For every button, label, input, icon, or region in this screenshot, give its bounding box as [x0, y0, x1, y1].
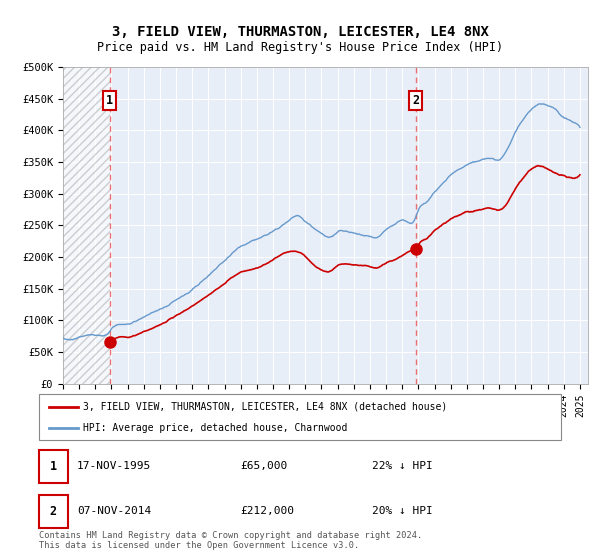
Text: 2: 2 — [50, 505, 57, 518]
FancyBboxPatch shape — [39, 394, 561, 440]
Text: 07-NOV-2014: 07-NOV-2014 — [77, 506, 151, 516]
Text: 22% ↓ HPI: 22% ↓ HPI — [372, 461, 433, 472]
Text: 1: 1 — [106, 94, 113, 107]
Text: Contains HM Land Registry data © Crown copyright and database right 2024.
This d: Contains HM Land Registry data © Crown c… — [39, 531, 422, 550]
Text: 3, FIELD VIEW, THURMASTON, LEICESTER, LE4 8NX (detached house): 3, FIELD VIEW, THURMASTON, LEICESTER, LE… — [83, 402, 448, 412]
Text: 1: 1 — [50, 460, 57, 473]
Text: Price paid vs. HM Land Registry's House Price Index (HPI): Price paid vs. HM Land Registry's House … — [97, 41, 503, 54]
Text: 17-NOV-1995: 17-NOV-1995 — [77, 461, 151, 472]
Text: HPI: Average price, detached house, Charnwood: HPI: Average price, detached house, Char… — [83, 423, 348, 433]
Bar — [63, 67, 110, 384]
Text: 3, FIELD VIEW, THURMASTON, LEICESTER, LE4 8NX: 3, FIELD VIEW, THURMASTON, LEICESTER, LE… — [112, 25, 488, 39]
Text: £212,000: £212,000 — [240, 506, 294, 516]
Text: 20% ↓ HPI: 20% ↓ HPI — [372, 506, 433, 516]
Text: 2: 2 — [412, 94, 419, 107]
Text: £65,000: £65,000 — [240, 461, 287, 472]
